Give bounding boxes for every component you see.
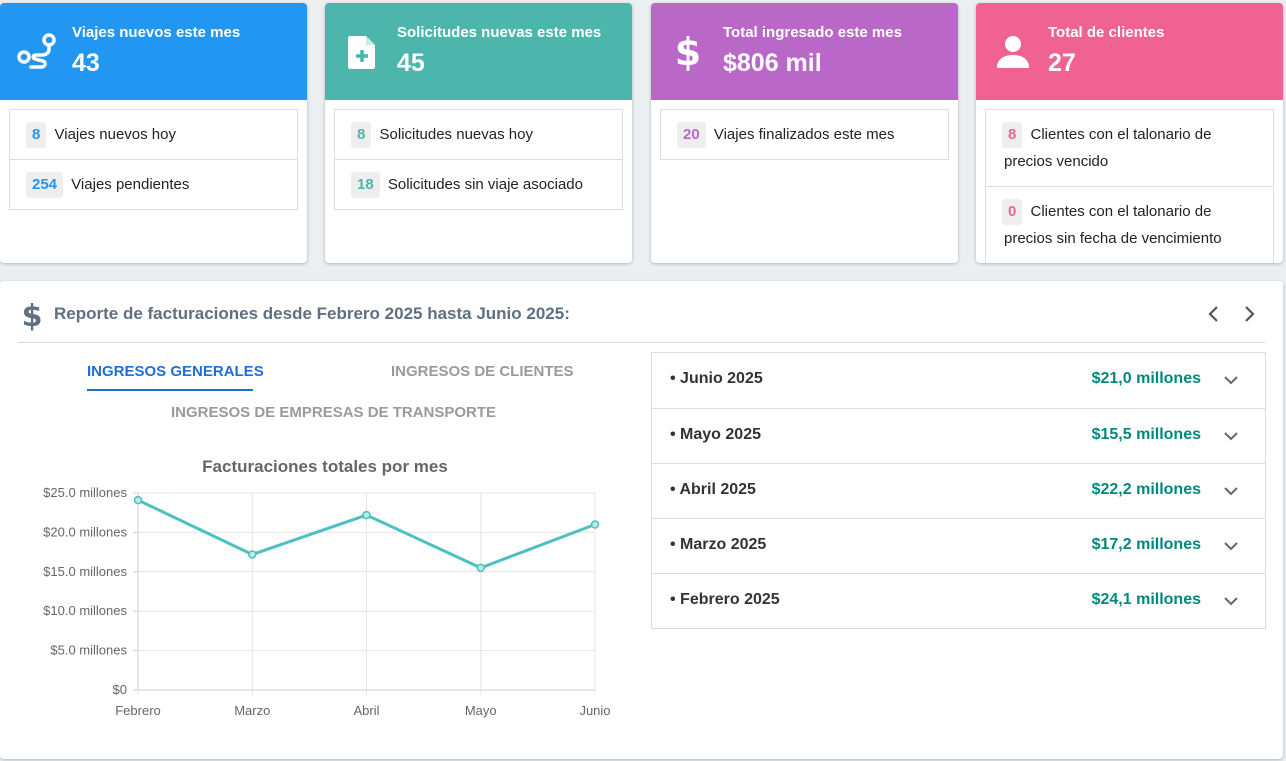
- x-tick-label: Abril: [353, 703, 379, 718]
- chevron-down-icon[interactable]: [1221, 481, 1241, 501]
- month-amount: $17,2 millones: [1091, 536, 1201, 553]
- card-header: Total de clientes 27: [976, 3, 1283, 100]
- accordion-item[interactable]: • Marzo 2025 $17,2 millones: [652, 518, 1265, 573]
- month-amount: $21,0 millones: [1091, 370, 1201, 387]
- svg-text:$: $: [675, 32, 701, 72]
- count-badge: 8: [1002, 122, 1023, 148]
- y-tick-label: $20.0 millones: [43, 524, 127, 539]
- card-list: 8 Solicitudes nuevas hoy 18 Solicitudes …: [334, 109, 623, 210]
- y-tick-label: $0: [113, 682, 127, 697]
- list-item-text: Viajes nuevos hoy: [54, 126, 176, 143]
- list-item-text: Solicitudes nuevas hoy: [379, 126, 533, 143]
- list-item-text: Clientes con el talonario de precios ven…: [1004, 126, 1212, 170]
- chevron-down-icon[interactable]: [1221, 591, 1241, 611]
- card-header: $ Total ingresado este mes $806 mil: [651, 3, 958, 100]
- list-item: 18 Solicitudes sin viaje asociado: [335, 159, 622, 209]
- file-plus-icon: [348, 36, 375, 69]
- data-point: [590, 520, 600, 529]
- dollar-icon: $: [22, 299, 43, 331]
- month-label: • Junio 2025: [670, 370, 763, 387]
- month-amount: $22,2 millones: [1091, 481, 1201, 498]
- card-value: 27: [1048, 49, 1076, 77]
- chevron-down-icon[interactable]: [1221, 370, 1241, 390]
- list-item: 8 Solicitudes nuevas hoy: [335, 110, 622, 159]
- card-title: Viajes nuevos este mes: [72, 24, 241, 41]
- data-point: [476, 563, 485, 573]
- list-item-text: Clientes con el talonario de precios sin…: [1004, 203, 1222, 247]
- data-point: [362, 510, 371, 520]
- accordion-item[interactable]: • Junio 2025 $21,0 millones: [652, 353, 1265, 408]
- count-badge: 8: [26, 122, 47, 148]
- list-item: 0 Clientes con el talonario de precios s…: [986, 186, 1273, 263]
- count-badge: 8: [351, 122, 372, 148]
- chart-title: Facturaciones totales por mes: [202, 457, 448, 476]
- card-value: 43: [72, 49, 100, 77]
- list-item: 8 Clientes con el talonario de precios v…: [986, 110, 1273, 186]
- card-list: 20 Viajes finalizados este mes: [660, 109, 949, 160]
- tab-ingresos-clientes[interactable]: INGRESOS DE CLIENTES: [391, 363, 574, 380]
- list-item: 8 Viajes nuevos hoy: [10, 110, 297, 159]
- list-item: 254 Viajes pendientes: [10, 159, 297, 209]
- month-label: • Abril 2025: [670, 481, 756, 498]
- x-tick-label: Mayo: [465, 703, 497, 718]
- person-icon: [997, 36, 1029, 68]
- y-tick-label: $25.0 millones: [43, 485, 127, 500]
- x-tick-label: Junio: [579, 703, 610, 718]
- chevron-down-icon[interactable]: [1221, 426, 1241, 446]
- count-badge: 0: [1002, 199, 1023, 225]
- month-amount: $24,1 millones: [1091, 591, 1201, 608]
- card-title: Total ingresado este mes: [723, 24, 902, 41]
- card-list: 8 Viajes nuevos hoy 254 Viajes pendiente…: [9, 109, 298, 210]
- card-header: Solicitudes nuevas este mes 45: [325, 3, 632, 100]
- card-list: 8 Clientes con el talonario de precios v…: [985, 109, 1274, 263]
- line-chart: $0 $5.0 millones $10.0 millones $15.0 millo…: [43, 485, 610, 718]
- chevron-left-icon[interactable]: [1203, 303, 1225, 325]
- svg-text:$: $: [22, 299, 43, 331]
- y-tick-label: $10.0 millones: [43, 603, 127, 618]
- card-ingresos: $ Total ingresado este mes $806 mil 20 V…: [651, 3, 958, 263]
- card-clientes: Total de clientes 27 8 Clientes con el t…: [976, 3, 1283, 263]
- month-amount: $15,5 millones: [1091, 426, 1201, 443]
- tab-active-indicator: [87, 389, 253, 391]
- y-tick-label: $15.0 millones: [43, 564, 127, 579]
- report-title: Reporte de facturaciones desde Febrero 2…: [54, 304, 570, 323]
- divider: [18, 342, 1265, 343]
- month-label: • Marzo 2025: [670, 536, 767, 553]
- accordion-item[interactable]: • Mayo 2025 $15,5 millones: [652, 408, 1265, 463]
- y-tick-label: $5.0 millones: [50, 643, 127, 658]
- month-accordion: • Junio 2025 $21,0 millones • Mayo 2025 …: [651, 352, 1266, 629]
- card-value: 45: [397, 49, 425, 77]
- data-point: [133, 495, 143, 505]
- dollar-icon: $: [675, 32, 701, 72]
- card-solicitudes: Solicitudes nuevas este mes 45 8 Solicit…: [325, 3, 632, 263]
- month-label: • Febrero 2025: [670, 591, 780, 608]
- x-tick-label: Marzo: [234, 703, 270, 718]
- data-point: [248, 550, 257, 559]
- list-item-text: Viajes finalizados este mes: [713, 126, 895, 143]
- list-item: 20 Viajes finalizados este mes: [661, 110, 948, 159]
- report-panel: $ Reporte de facturaciones desde Febrero…: [0, 281, 1283, 759]
- list-item-text: Viajes pendientes: [71, 176, 190, 193]
- month-label: • Mayo 2025: [670, 426, 761, 443]
- card-header: Viajes nuevos este mes 43: [0, 3, 307, 100]
- card-title: Solicitudes nuevas este mes: [397, 24, 602, 41]
- card-value: $806 mil: [723, 49, 822, 77]
- route-icon: [17, 33, 56, 69]
- tab-ingresos-empresas[interactable]: INGRESOS DE EMPRESAS DE TRANSPORTE: [171, 404, 497, 421]
- card-viajes: Viajes nuevos este mes 43 8 Viajes nuevo…: [0, 3, 307, 263]
- chevron-down-icon[interactable]: [1221, 536, 1241, 556]
- card-title: Total de clientes: [1048, 24, 1165, 41]
- accordion-item[interactable]: • Febrero 2025 $24,1 millones: [652, 573, 1265, 628]
- count-badge: 18: [351, 172, 380, 198]
- tab-ingresos-generales[interactable]: INGRESOS GENERALES: [87, 363, 264, 380]
- x-tick-label: Febrero: [115, 703, 161, 718]
- accordion-item[interactable]: • Abril 2025 $22,2 millones: [652, 463, 1265, 518]
- list-item-text: Solicitudes sin viaje asociado: [387, 176, 583, 193]
- count-badge: 20: [677, 122, 706, 148]
- count-badge: 254: [26, 172, 64, 198]
- chevron-right-icon[interactable]: [1238, 303, 1260, 325]
